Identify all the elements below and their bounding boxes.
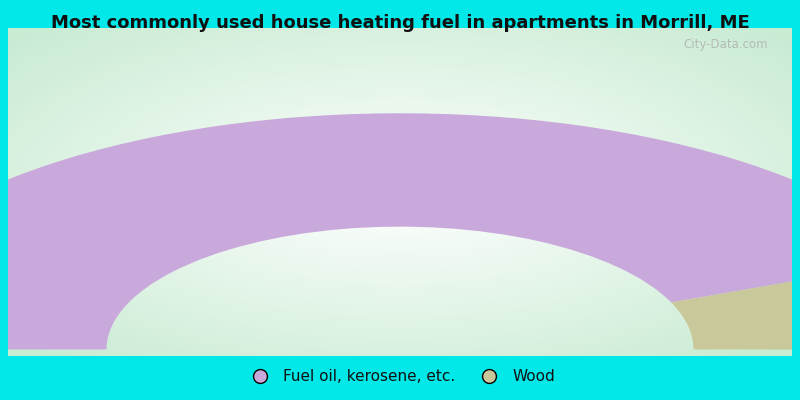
Text: Most commonly used house heating fuel in apartments in Morrill, ME: Most commonly used house heating fuel in… — [50, 14, 750, 32]
Wedge shape — [0, 113, 800, 350]
Legend: Fuel oil, kerosene, etc., Wood: Fuel oil, kerosene, etc., Wood — [239, 363, 561, 390]
Text: City-Data.com: City-Data.com — [684, 38, 769, 51]
Wedge shape — [671, 259, 800, 350]
